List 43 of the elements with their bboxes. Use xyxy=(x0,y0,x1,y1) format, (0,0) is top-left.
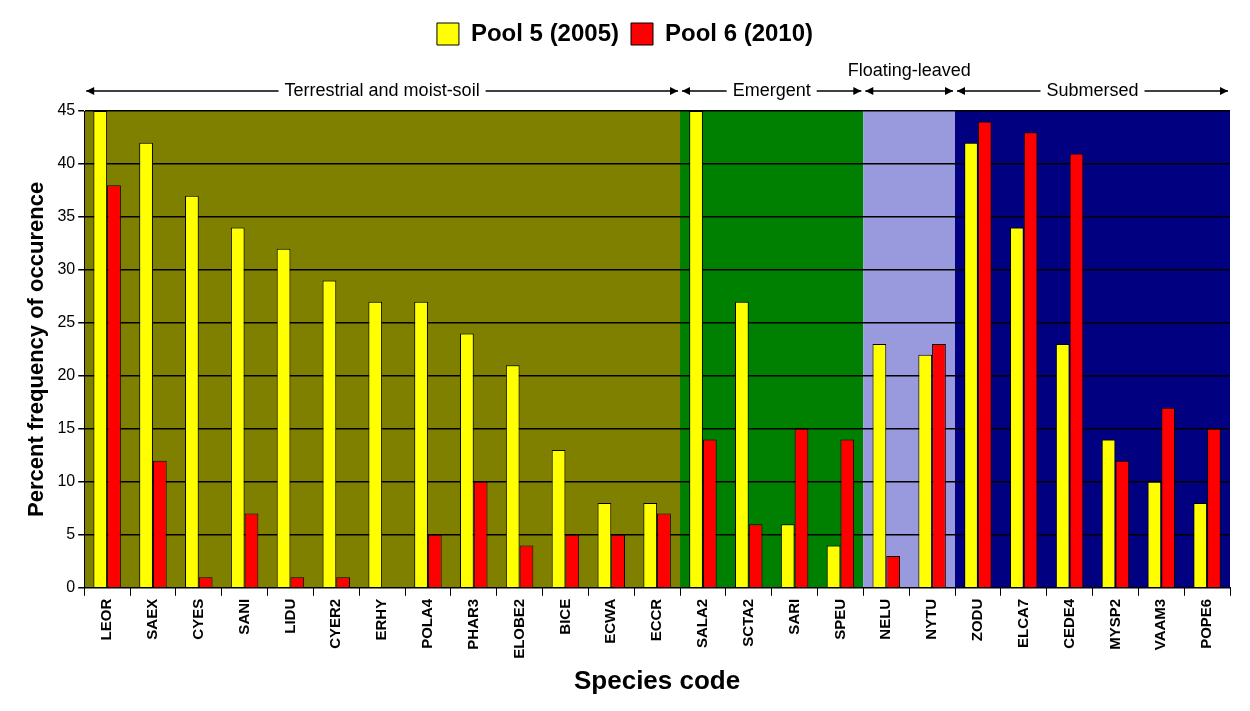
x-tick-label: ECWA xyxy=(601,598,619,644)
x-tick-label: LEOR xyxy=(97,598,115,641)
x-axis-title: Species code xyxy=(574,664,741,695)
y-tick-label: 40 xyxy=(57,154,76,172)
legend-label: Pool 6 (2010) xyxy=(665,18,814,46)
band-label: Submersed xyxy=(1046,79,1139,100)
legend-label: Pool 5 (2005) xyxy=(470,18,620,46)
x-tick-label: POLA4 xyxy=(418,598,436,649)
y-tick-label: 0 xyxy=(66,578,76,596)
x-tick-label: NELU xyxy=(876,598,894,640)
y-tick-label: 30 xyxy=(57,260,76,278)
y-tick-label: 25 xyxy=(57,313,76,331)
x-tick-label: NYTU xyxy=(922,598,940,640)
y-tick-label: 5 xyxy=(66,525,76,543)
x-tick-label: ZODU xyxy=(968,598,986,642)
x-tick-label: ELCA7 xyxy=(1013,598,1031,648)
band-label: Terrestrial and moist-soil xyxy=(284,79,480,100)
x-tick-label: CYES xyxy=(188,598,206,640)
x-tick-label: PHAR3 xyxy=(463,598,481,650)
x-tick-label: VAAM3 xyxy=(1151,598,1169,651)
x-tick-label: ERHY xyxy=(372,598,390,641)
y-tick-label: 20 xyxy=(57,366,76,384)
y-tick-label: 15 xyxy=(57,419,76,437)
x-tick-label: LIDU xyxy=(280,598,298,634)
x-tick-label: SANI xyxy=(234,598,252,635)
x-tick-label: CYER2 xyxy=(326,598,344,649)
y-tick-label: 45 xyxy=(57,101,76,119)
y-tick-label: 35 xyxy=(57,207,76,225)
x-tick-label: SARI xyxy=(784,598,802,635)
x-tick-label: SALA2 xyxy=(693,598,711,648)
x-tick-label: ELOBE2 xyxy=(509,598,527,659)
x-tick-label: CEDE4 xyxy=(1059,598,1077,649)
x-tick-label: SCTA2 xyxy=(738,598,756,647)
x-tick-label: BICE xyxy=(555,598,573,635)
x-tick-label: SPEU xyxy=(830,598,848,640)
y-axis-title: Percent frequency of occurence xyxy=(23,181,49,517)
band-label: Emergent xyxy=(732,79,811,100)
x-tick-label: ECCR xyxy=(647,598,665,642)
x-tick-label: SAEX xyxy=(143,598,161,640)
y-tick-label: 10 xyxy=(57,472,76,490)
band-label: Floating-leaved xyxy=(847,59,971,80)
x-tick-label: MYSP2 xyxy=(1105,598,1123,650)
x-tick-label: POPE6 xyxy=(1197,598,1215,649)
